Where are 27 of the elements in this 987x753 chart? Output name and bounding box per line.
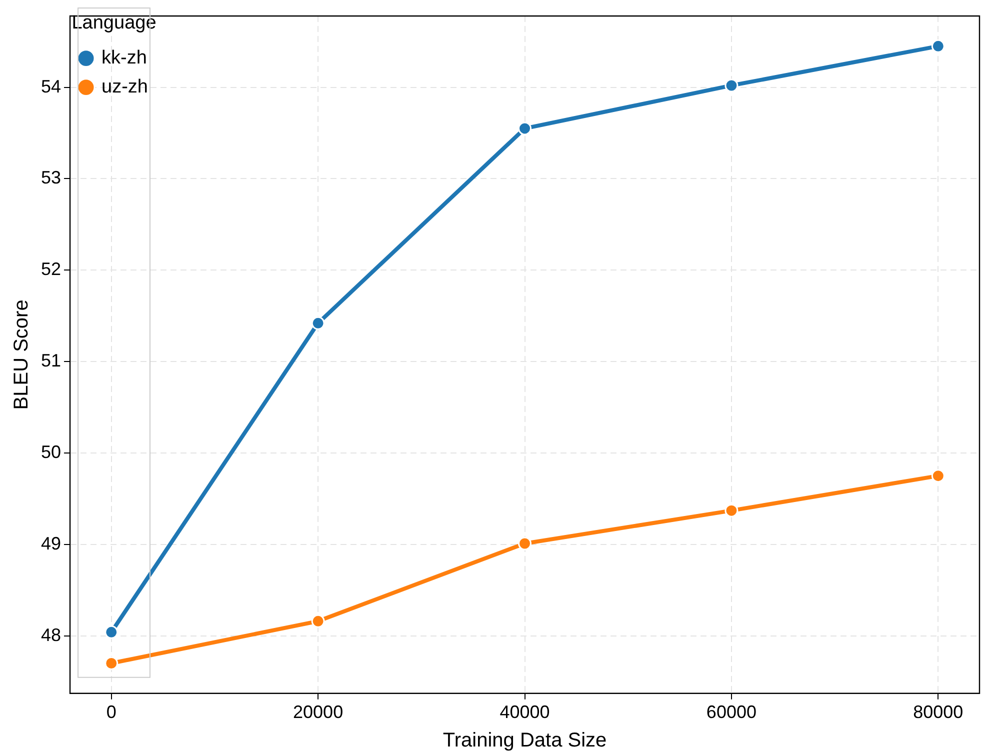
x-tick-label: 20000 (293, 702, 344, 722)
legend-label: kk-zh (102, 48, 147, 69)
y-tick-label: 51 (40, 350, 62, 371)
point (311, 614, 325, 628)
legend-title: Language (72, 12, 156, 34)
x-axis-title: Training Data Size (442, 730, 607, 752)
point (518, 536, 532, 550)
y-tick-label: 53 (40, 168, 62, 188)
point (104, 656, 118, 670)
legend-label: uz-zh (102, 76, 148, 98)
y-tick-label: 50 (40, 442, 62, 462)
y-tick-label: 54 (40, 76, 62, 96)
point (931, 469, 945, 483)
point (518, 122, 532, 136)
point (931, 39, 945, 53)
y-axis-title: BLEU Score (10, 300, 33, 410)
y-tick-label: 49 (40, 533, 62, 554)
y-tick-label: 48 (40, 624, 62, 645)
point (724, 504, 738, 518)
x-tick-label: 80000 (913, 702, 964, 722)
x-tick-label: 40000 (500, 702, 550, 722)
y-tick-label: 52 (40, 259, 62, 280)
x-tick-label: 60000 (706, 702, 756, 722)
point (724, 78, 738, 92)
point (104, 625, 118, 639)
point (311, 316, 325, 330)
x-tick-label: 0 (106, 702, 116, 722)
